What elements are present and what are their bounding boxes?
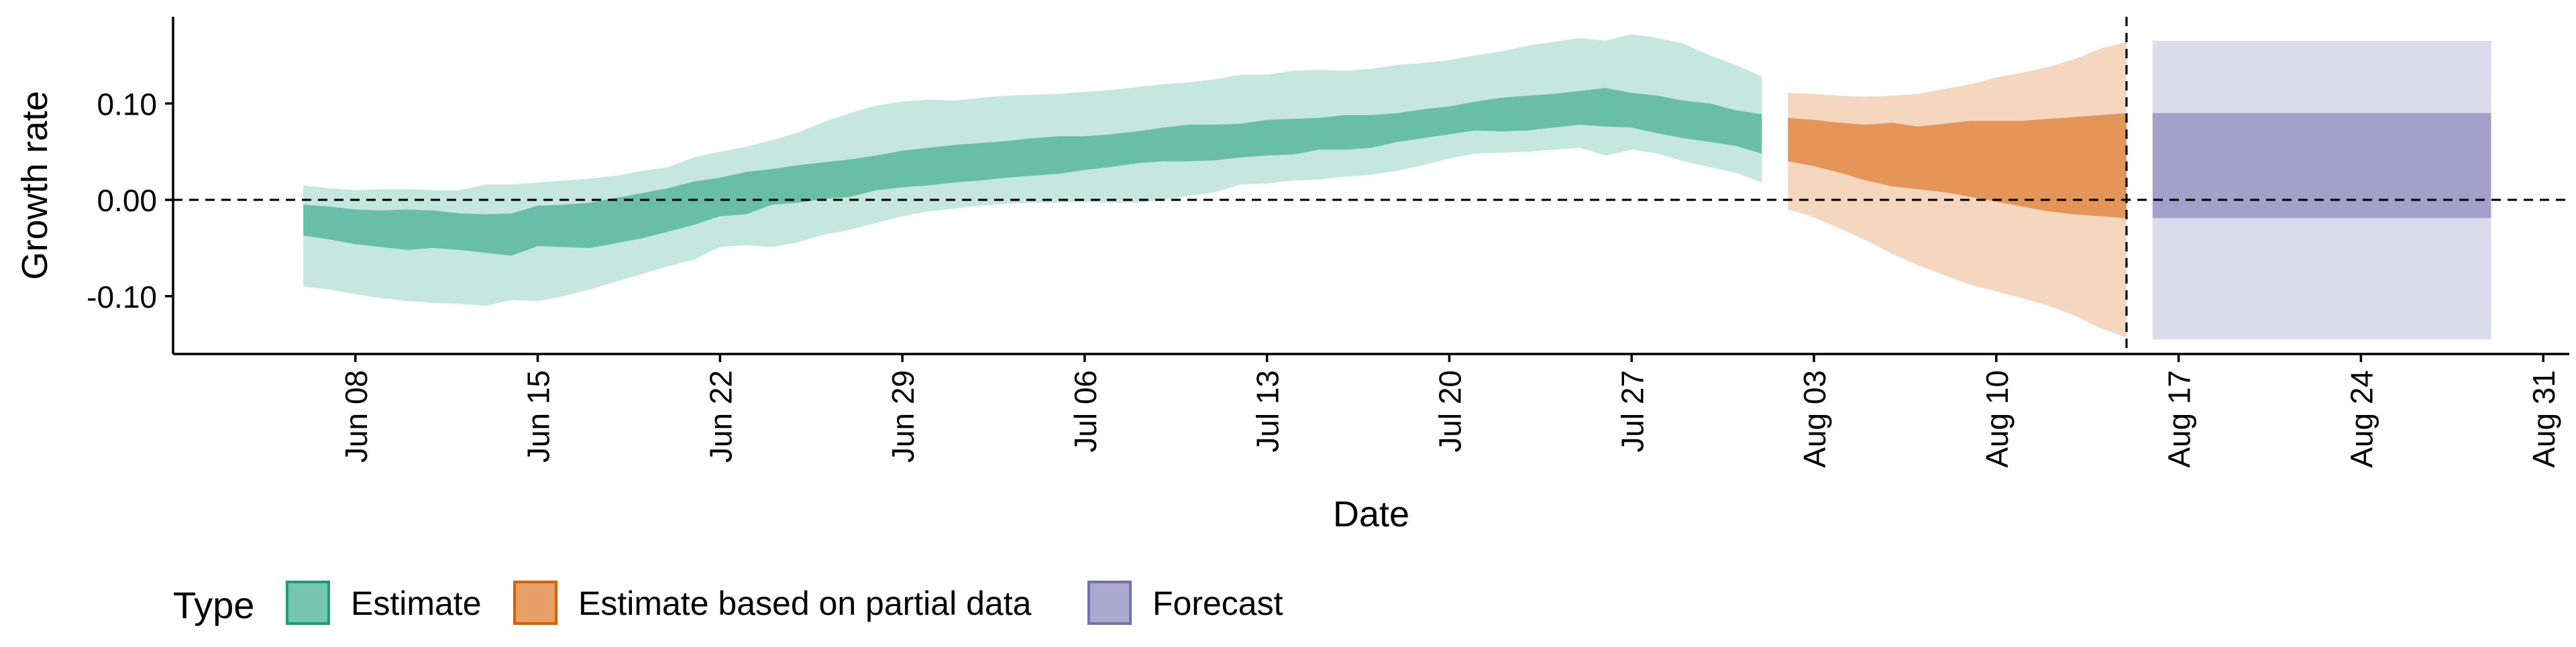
legend-label: Estimate bbox=[351, 585, 482, 622]
forecast-band-50 bbox=[2152, 113, 2491, 219]
legend-items: Estimate Estimate based on partial data Fo… bbox=[286, 581, 1283, 625]
x-tick-label: Aug 31 bbox=[2526, 370, 2561, 468]
x-tick-label: Jun 08 bbox=[339, 370, 374, 463]
series-estimate bbox=[303, 34, 1762, 306]
y-tick-label: -0.10 bbox=[87, 280, 157, 314]
x-tick-label: Jun 15 bbox=[521, 370, 556, 463]
x-tick-label: Aug 17 bbox=[2162, 370, 2197, 468]
x-tick-label: Jul 06 bbox=[1068, 370, 1103, 453]
legend-label: Estimate based on partial data bbox=[578, 585, 1032, 622]
axes: 0.100.00-0.10 Jun 08 Jun 15 Jun 22 Jun 29 Ju… bbox=[15, 17, 2569, 534]
legend-title: Type bbox=[173, 584, 254, 626]
estimate-band-50 bbox=[303, 88, 1762, 256]
estimate-based-on-partial-data-band-50 bbox=[1788, 113, 2127, 219]
y-tick-label: 0.10 bbox=[97, 86, 157, 121]
y-tick-label: 0.00 bbox=[97, 183, 157, 218]
x-axis-ticks: Jun 08 Jun 15 Jun 22 Jun 29 Jul 06 Jul 13 Jul … bbox=[339, 354, 2561, 468]
legend-swatch bbox=[286, 581, 330, 625]
x-tick-label: Jun 22 bbox=[703, 370, 738, 463]
reference-lines bbox=[173, 17, 2569, 354]
bands-layer bbox=[303, 34, 2491, 340]
y-axis-label: Growth rate bbox=[15, 91, 55, 280]
x-tick-label: Aug 03 bbox=[1797, 370, 1832, 468]
legend-label: Forecast bbox=[1152, 585, 1283, 622]
legend-swatch bbox=[1087, 581, 1132, 625]
legend: Type Estimate Estimate based on partial d… bbox=[173, 581, 1283, 626]
legend-item-forecast: Forecast bbox=[1087, 581, 1283, 625]
y-axis-ticks: 0.10 0.00 -0.10 bbox=[87, 86, 173, 314]
x-tick-label: Jul 20 bbox=[1433, 370, 1468, 453]
x-tick-label: Jul 13 bbox=[1250, 370, 1285, 453]
x-tick-label: Jul 27 bbox=[1615, 370, 1650, 453]
x-tick-label: Jun 29 bbox=[885, 370, 920, 463]
x-axis-label: Date bbox=[1333, 494, 1409, 534]
series-forecast bbox=[2152, 40, 2491, 340]
legend-item-estimate-based-on-partial-data: Estimate based on partial data bbox=[513, 581, 1032, 625]
series-estimate-based-on-partial-data bbox=[1788, 42, 2127, 338]
x-tick-label: Aug 10 bbox=[1980, 370, 2015, 468]
legend-item-estimate: Estimate bbox=[286, 581, 482, 625]
legend-swatch bbox=[513, 581, 557, 625]
x-tick-label: Aug 24 bbox=[2344, 370, 2379, 468]
